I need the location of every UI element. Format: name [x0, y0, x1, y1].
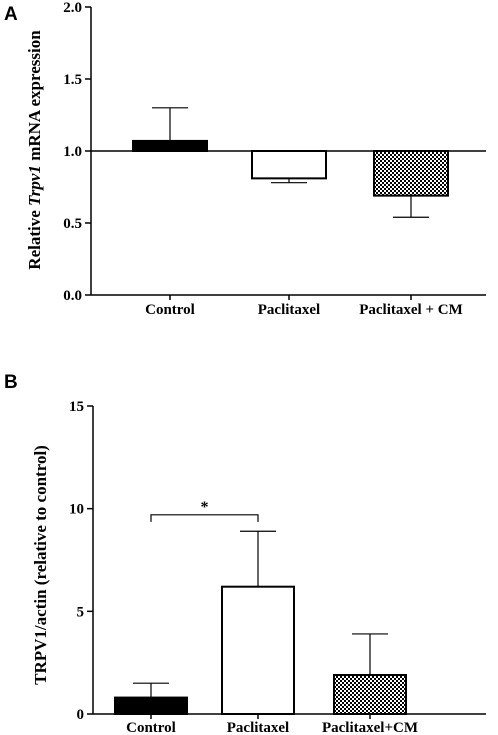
panel-a-letter: A — [4, 4, 18, 25]
panel-b-category-label: Control — [126, 720, 176, 735]
panel-a-category-label: Paclitaxel — [258, 302, 320, 318]
panel-b-y-axis-label: TRPV1/actin (relative to control) — [31, 445, 50, 685]
panel-b-letter: B — [4, 372, 18, 393]
panel-a-chart: A Relative Trpv1 mRNA expression 0.0 0.5 1… — [4, 0, 486, 318]
panel-a-bar — [132, 139, 208, 152]
panel-b-bar — [221, 585, 295, 716]
panel-a-bar — [373, 150, 449, 197]
panel-b-chart: B TRPV1/actin (relative to control) 0 5 10… — [4, 372, 486, 735]
panel-a-y-tick-label: 2.0 — [63, 0, 82, 16]
panel-b-significance-bracket — [150, 514, 259, 522]
panel-b-y-tick-label: 10 — [69, 502, 84, 518]
panel-a-y-tick-label: 1.0 — [63, 144, 82, 160]
panel-b-category-label: Paclitaxel — [227, 720, 289, 735]
panel-a-y-tick-label: 0.0 — [63, 288, 82, 304]
panel-a-y-tick-label: 0.5 — [63, 216, 82, 232]
panel-b-bar — [333, 673, 407, 716]
panel-b-y-tick-label: 0 — [77, 707, 85, 723]
panel-b-category-label: Paclitaxel+CM — [322, 720, 418, 735]
panel-b-y-tick-label: 15 — [69, 399, 84, 415]
panel-a-y-tick-label: 1.5 — [63, 72, 82, 88]
panel-a-y-axis-label: Relative Trpv1 mRNA expression — [25, 30, 44, 270]
panel-a-bar — [251, 150, 327, 180]
panel-a-category-label: Paclitaxel + CM — [359, 302, 463, 318]
panel-b-y-tick-label: 5 — [77, 604, 85, 620]
panel-a-category-label: Control — [145, 302, 195, 318]
panel-b-bar — [114, 696, 188, 715]
panel-b-significance-label: * — [201, 499, 209, 516]
